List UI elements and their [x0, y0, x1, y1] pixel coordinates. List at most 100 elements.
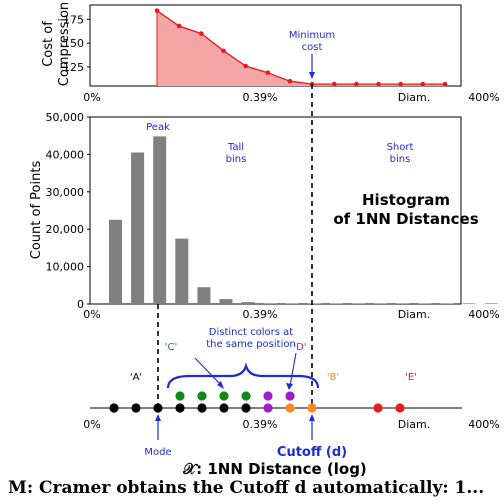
dot-black — [219, 403, 229, 413]
cost-panel-frame — [89, 4, 462, 87]
hist-ytick-label: 40,000 — [46, 148, 85, 161]
cost-xtick-diam: Diam. — [398, 91, 430, 104]
brace-arrowhead-left — [217, 381, 224, 389]
cost-panel: 125 150 175 Cost of Compression 0% 0.39% D… — [41, 2, 500, 104]
dot-black — [175, 403, 185, 413]
cost-point — [243, 63, 248, 69]
label-B: 'B' — [327, 372, 339, 383]
histogram-bar — [374, 303, 388, 304]
dot-green — [197, 391, 207, 401]
cost-line — [156, 10, 445, 85]
mode-arrowhead — [155, 414, 161, 421]
dot-black — [153, 403, 163, 413]
dots-panel: 0% 0.39% Diam. 400% 'A' 'C' 'D' 'B' 'E' … — [83, 327, 499, 460]
hist-ytick-label: 50,000 — [46, 111, 85, 124]
dot-black — [241, 403, 251, 413]
dot-green — [241, 391, 251, 401]
short-bins-label-2: bins — [390, 154, 411, 165]
hist-xtick-0: 0% — [83, 308, 100, 321]
min-cost-arrowhead — [309, 72, 315, 79]
hist-xtick-diam: Diam. — [398, 308, 430, 321]
histogram-bar — [307, 303, 321, 304]
histogram-bar — [109, 219, 122, 304]
dot-green — [219, 391, 229, 401]
hist-ytick-label: 30,000 — [46, 186, 85, 199]
dot-purple — [285, 391, 295, 401]
cost-xtick-039: 0.39% — [243, 91, 278, 104]
hist-ytick-label: 0 — [77, 298, 84, 311]
dots-xtick-039: 0.39% — [243, 418, 278, 431]
dot-black — [131, 403, 141, 413]
hist-ytick-label: 10,000 — [46, 261, 85, 274]
histogram-ylabel: Count of Points — [29, 161, 44, 260]
cost-area — [154, 8, 448, 87]
histogram-bar — [175, 238, 189, 304]
cost-fill — [157, 10, 445, 87]
histogram-bar — [462, 303, 476, 304]
hist-ytick-label: 20,000 — [46, 223, 85, 236]
cost-point — [199, 31, 204, 36]
dot-purple — [263, 403, 273, 413]
cost-point — [221, 48, 226, 54]
dot-orange — [307, 403, 317, 413]
histogram-bar — [330, 303, 343, 304]
tall-bins-label-1: Tall — [227, 142, 244, 153]
dots-group — [109, 391, 405, 413]
histogram-panel: 0 10,000 20,000 30,000 40,000 50,000 Count of… — [29, 111, 500, 321]
histogram-bar — [197, 287, 211, 304]
histogram-title-line2: of 1NN Distances — [333, 210, 478, 228]
brace-text-line2: the same position — [206, 339, 296, 350]
figure: 125 150 175 Cost of Compression 0% 0.39% D… — [29, 2, 500, 478]
dot-orange — [285, 403, 295, 413]
cost-point — [420, 81, 426, 87]
histogram-bar — [219, 299, 233, 304]
cost-point — [265, 70, 271, 75]
label-C: 'C' — [165, 342, 177, 353]
histogram-bar — [263, 303, 277, 304]
min-cost-label-2: cost — [302, 42, 323, 53]
hist-xtick-400: 400% — [468, 308, 499, 321]
histogram-bar — [440, 303, 454, 304]
histogram-y-ticks: 0 10,000 20,000 30,000 40,000 50,000 — [46, 111, 90, 311]
cost-point — [442, 81, 448, 87]
x-axis-label: 𝒳: 1NN Distance (log) — [182, 460, 367, 478]
dot-black — [109, 403, 119, 413]
cost-point — [398, 81, 403, 87]
histogram-bar — [396, 303, 410, 304]
dots-xtick-0: 0% — [83, 418, 100, 431]
histogram-bar — [241, 302, 255, 304]
mode-label: Mode — [144, 447, 171, 458]
dot-purple — [263, 391, 273, 401]
cost-point — [354, 81, 359, 87]
histogram-bar — [352, 303, 366, 304]
dot-red — [373, 403, 383, 413]
cost-point — [154, 8, 160, 14]
brace-text-line1: Distinct colors at — [209, 327, 293, 338]
dot-green — [175, 391, 185, 401]
histogram-bar — [418, 303, 432, 304]
cost-ytick-label: 125 — [63, 61, 84, 74]
tall-bins-label-2: bins — [226, 154, 247, 165]
cutoff-arrowhead — [309, 414, 315, 421]
histogram-bars — [109, 136, 498, 304]
cost-point — [287, 78, 293, 84]
cost-xtick-0: 0% — [83, 91, 100, 104]
cutoff-label: Cutoff (d) — [277, 445, 347, 460]
histogram-bar — [285, 303, 299, 304]
short-bins-label-1: Short — [387, 142, 414, 153]
dot-red — [395, 403, 405, 413]
histogram-bar — [153, 136, 167, 304]
min-cost-label-1: Minimum — [289, 30, 335, 41]
cost-ytick-label: 175 — [63, 13, 84, 26]
label-A: 'A' — [130, 372, 142, 383]
brace-arrow-left — [194, 357, 223, 387]
caption: M: Cramer obtains the Cutoff d automatic… — [8, 478, 485, 498]
dots-xtick-diam: Diam. — [398, 418, 430, 431]
cost-point — [176, 23, 182, 29]
cost-ytick-label: 150 — [63, 37, 84, 50]
dots-xtick-400: 400% — [468, 418, 499, 431]
dot-black — [197, 403, 207, 413]
peak-label: Peak — [146, 122, 170, 133]
histogram-bar — [131, 152, 145, 304]
cost-y-ticks: 125 150 175 — [63, 13, 90, 74]
